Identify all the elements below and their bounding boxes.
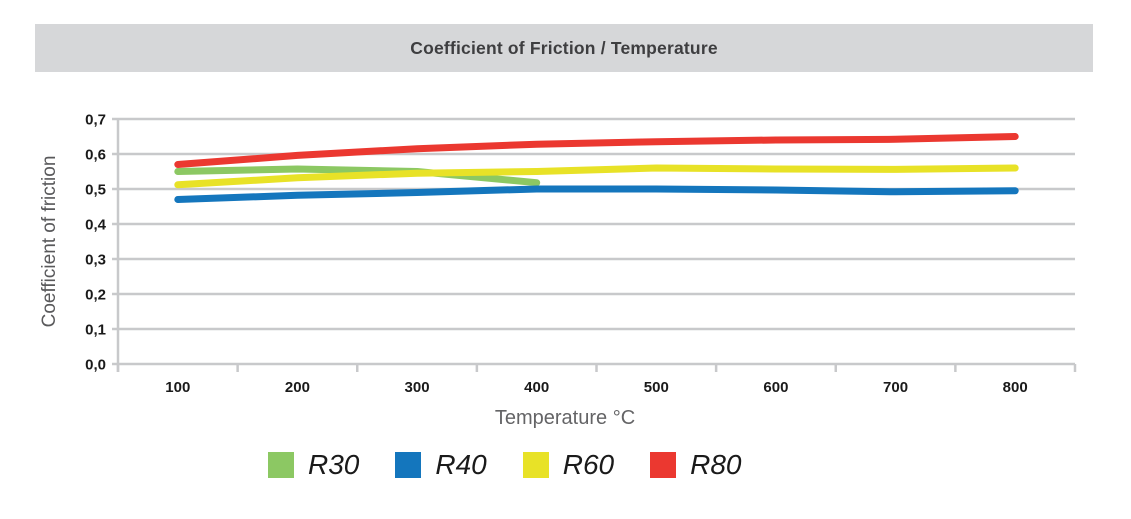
series-line-R40 bbox=[174, 185, 1019, 203]
x-tick-label: 700 bbox=[883, 379, 908, 396]
chart-legend: R30 R40 R60 R80 bbox=[268, 449, 742, 481]
legend-item-R40: R40 bbox=[395, 449, 487, 481]
y-axis-title: Coefficient of friction bbox=[39, 156, 60, 328]
x-tick-label: 200 bbox=[285, 379, 310, 396]
y-tick-label: 0,2 bbox=[85, 287, 106, 304]
x-tick-label: 300 bbox=[405, 379, 430, 396]
x-tick-label: 800 bbox=[1003, 379, 1028, 396]
series-line-R80 bbox=[174, 133, 1019, 168]
x-tick-label: 100 bbox=[165, 379, 190, 396]
legend-label-R80: R80 bbox=[690, 449, 742, 480]
chart-title: Coefficient of Friction / Temperature bbox=[410, 37, 718, 58]
series-line-R60 bbox=[174, 164, 1019, 189]
x-tick-label: 400 bbox=[524, 379, 549, 396]
y-tick-label: 0,3 bbox=[85, 252, 106, 269]
y-tick-label: 0,1 bbox=[85, 322, 106, 339]
legend-item-R30: R30 bbox=[268, 449, 359, 481]
y-tick-label: 0,0 bbox=[85, 357, 106, 374]
legend-swatch-R60 bbox=[522, 452, 549, 478]
legend-item-R80: R80 bbox=[650, 449, 742, 481]
legend-swatch-R30 bbox=[268, 452, 294, 478]
x-axis-title: Temperature °C bbox=[495, 407, 635, 429]
legend-swatch-R40 bbox=[395, 452, 422, 478]
legend-label-R30: R30 bbox=[308, 449, 360, 480]
y-tick-label: 0,7 bbox=[85, 112, 106, 129]
y-tick-label: 0,5 bbox=[85, 182, 106, 199]
x-tick-label: 500 bbox=[644, 379, 669, 396]
y-tick-label: 0,4 bbox=[85, 217, 107, 234]
legend-label-R60: R60 bbox=[562, 449, 615, 480]
series-line-R30 bbox=[174, 165, 541, 187]
y-tick-label: 0,6 bbox=[85, 147, 106, 164]
chart-title-bar: Coefficient of Friction / Temperature bbox=[35, 24, 1093, 72]
legend-label-R40: R40 bbox=[435, 449, 487, 480]
x-tick-label: 600 bbox=[763, 379, 788, 396]
legend-swatch-R80 bbox=[650, 452, 677, 478]
legend-item-R60: R60 bbox=[522, 449, 615, 481]
